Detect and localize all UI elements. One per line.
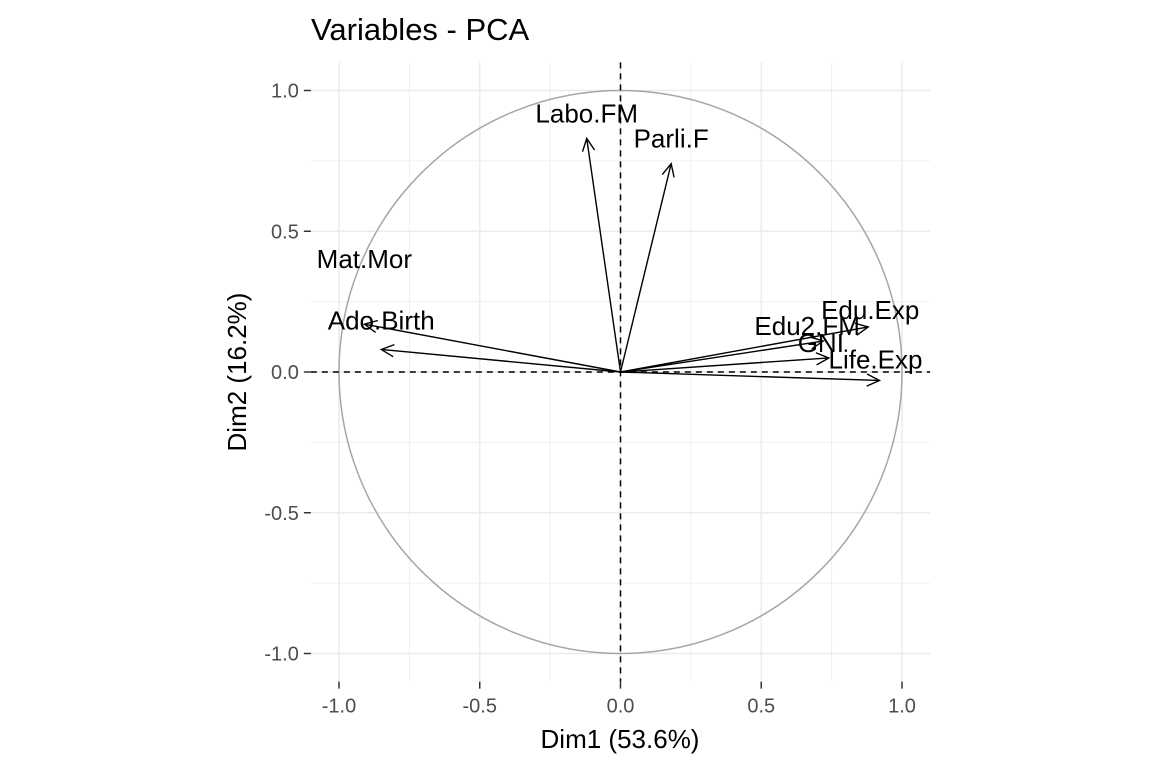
label-mat-mor: Mat.Mor	[317, 244, 413, 274]
x-tick-label: -0.5	[463, 696, 497, 718]
x-tick-label: 1.0	[888, 696, 916, 718]
arrow-ado-birth	[381, 348, 621, 373]
y-axis-title: Dim2 (16.2%)	[222, 293, 252, 452]
label-edu2-fm: Edu2.FM	[754, 311, 860, 341]
x-tick-label: -1.0	[322, 696, 356, 718]
y-tick-label: 1.0	[271, 81, 299, 103]
variable-arrows	[362, 136, 882, 387]
axis-ticks: -1.0 -0.5 0.0 0.5 1.0 -1.0 -0.5 0.0 0.5 1.0	[264, 81, 916, 718]
arrowhead-edu2-fm	[809, 336, 825, 350]
arrowhead-life-exp	[866, 373, 882, 387]
label-labo-fm: Labo.FM	[535, 98, 638, 128]
y-tick-label: -0.5	[264, 503, 298, 525]
arrow-edu-exp	[620, 326, 869, 373]
arrowhead-labo-fm	[581, 136, 596, 152]
unit-circle	[338, 89, 903, 655]
arrow-parli-f	[619, 163, 672, 373]
y-tick-label: 0.0	[271, 362, 299, 384]
arrowhead-edu-exp	[854, 322, 870, 336]
chart-title: Variables - PCA	[311, 12, 530, 47]
label-gni: GNI	[798, 328, 844, 358]
arrowhead-mat-mor	[362, 319, 379, 333]
arrow-gni	[620, 357, 829, 373]
label-ado-birth: Ado.Birth	[328, 305, 435, 335]
arrowhead-parli-f	[661, 162, 675, 178]
unit-circle-layer	[338, 89, 903, 655]
x-axis-title: Dim1 (53.6%)	[541, 724, 700, 754]
label-life-exp: Life.Exp	[829, 344, 923, 374]
label-edu-exp: Edu.Exp	[821, 295, 919, 325]
arrow-life-exp	[620, 371, 880, 382]
x-tick-label: 0.0	[607, 696, 635, 718]
label-parli-f: Parli.F	[634, 124, 709, 154]
arrow-mat-mor	[364, 323, 621, 373]
arrowhead-gni	[815, 352, 831, 366]
arrow-labo-fm	[586, 138, 622, 373]
x-tick-label: 0.5	[747, 696, 775, 718]
arrowhead-ado-birth	[379, 343, 395, 358]
y-tick-label: 0.5	[271, 221, 299, 243]
arrow-edu2-fm	[620, 340, 824, 373]
y-tick-label: -1.0	[264, 644, 298, 666]
